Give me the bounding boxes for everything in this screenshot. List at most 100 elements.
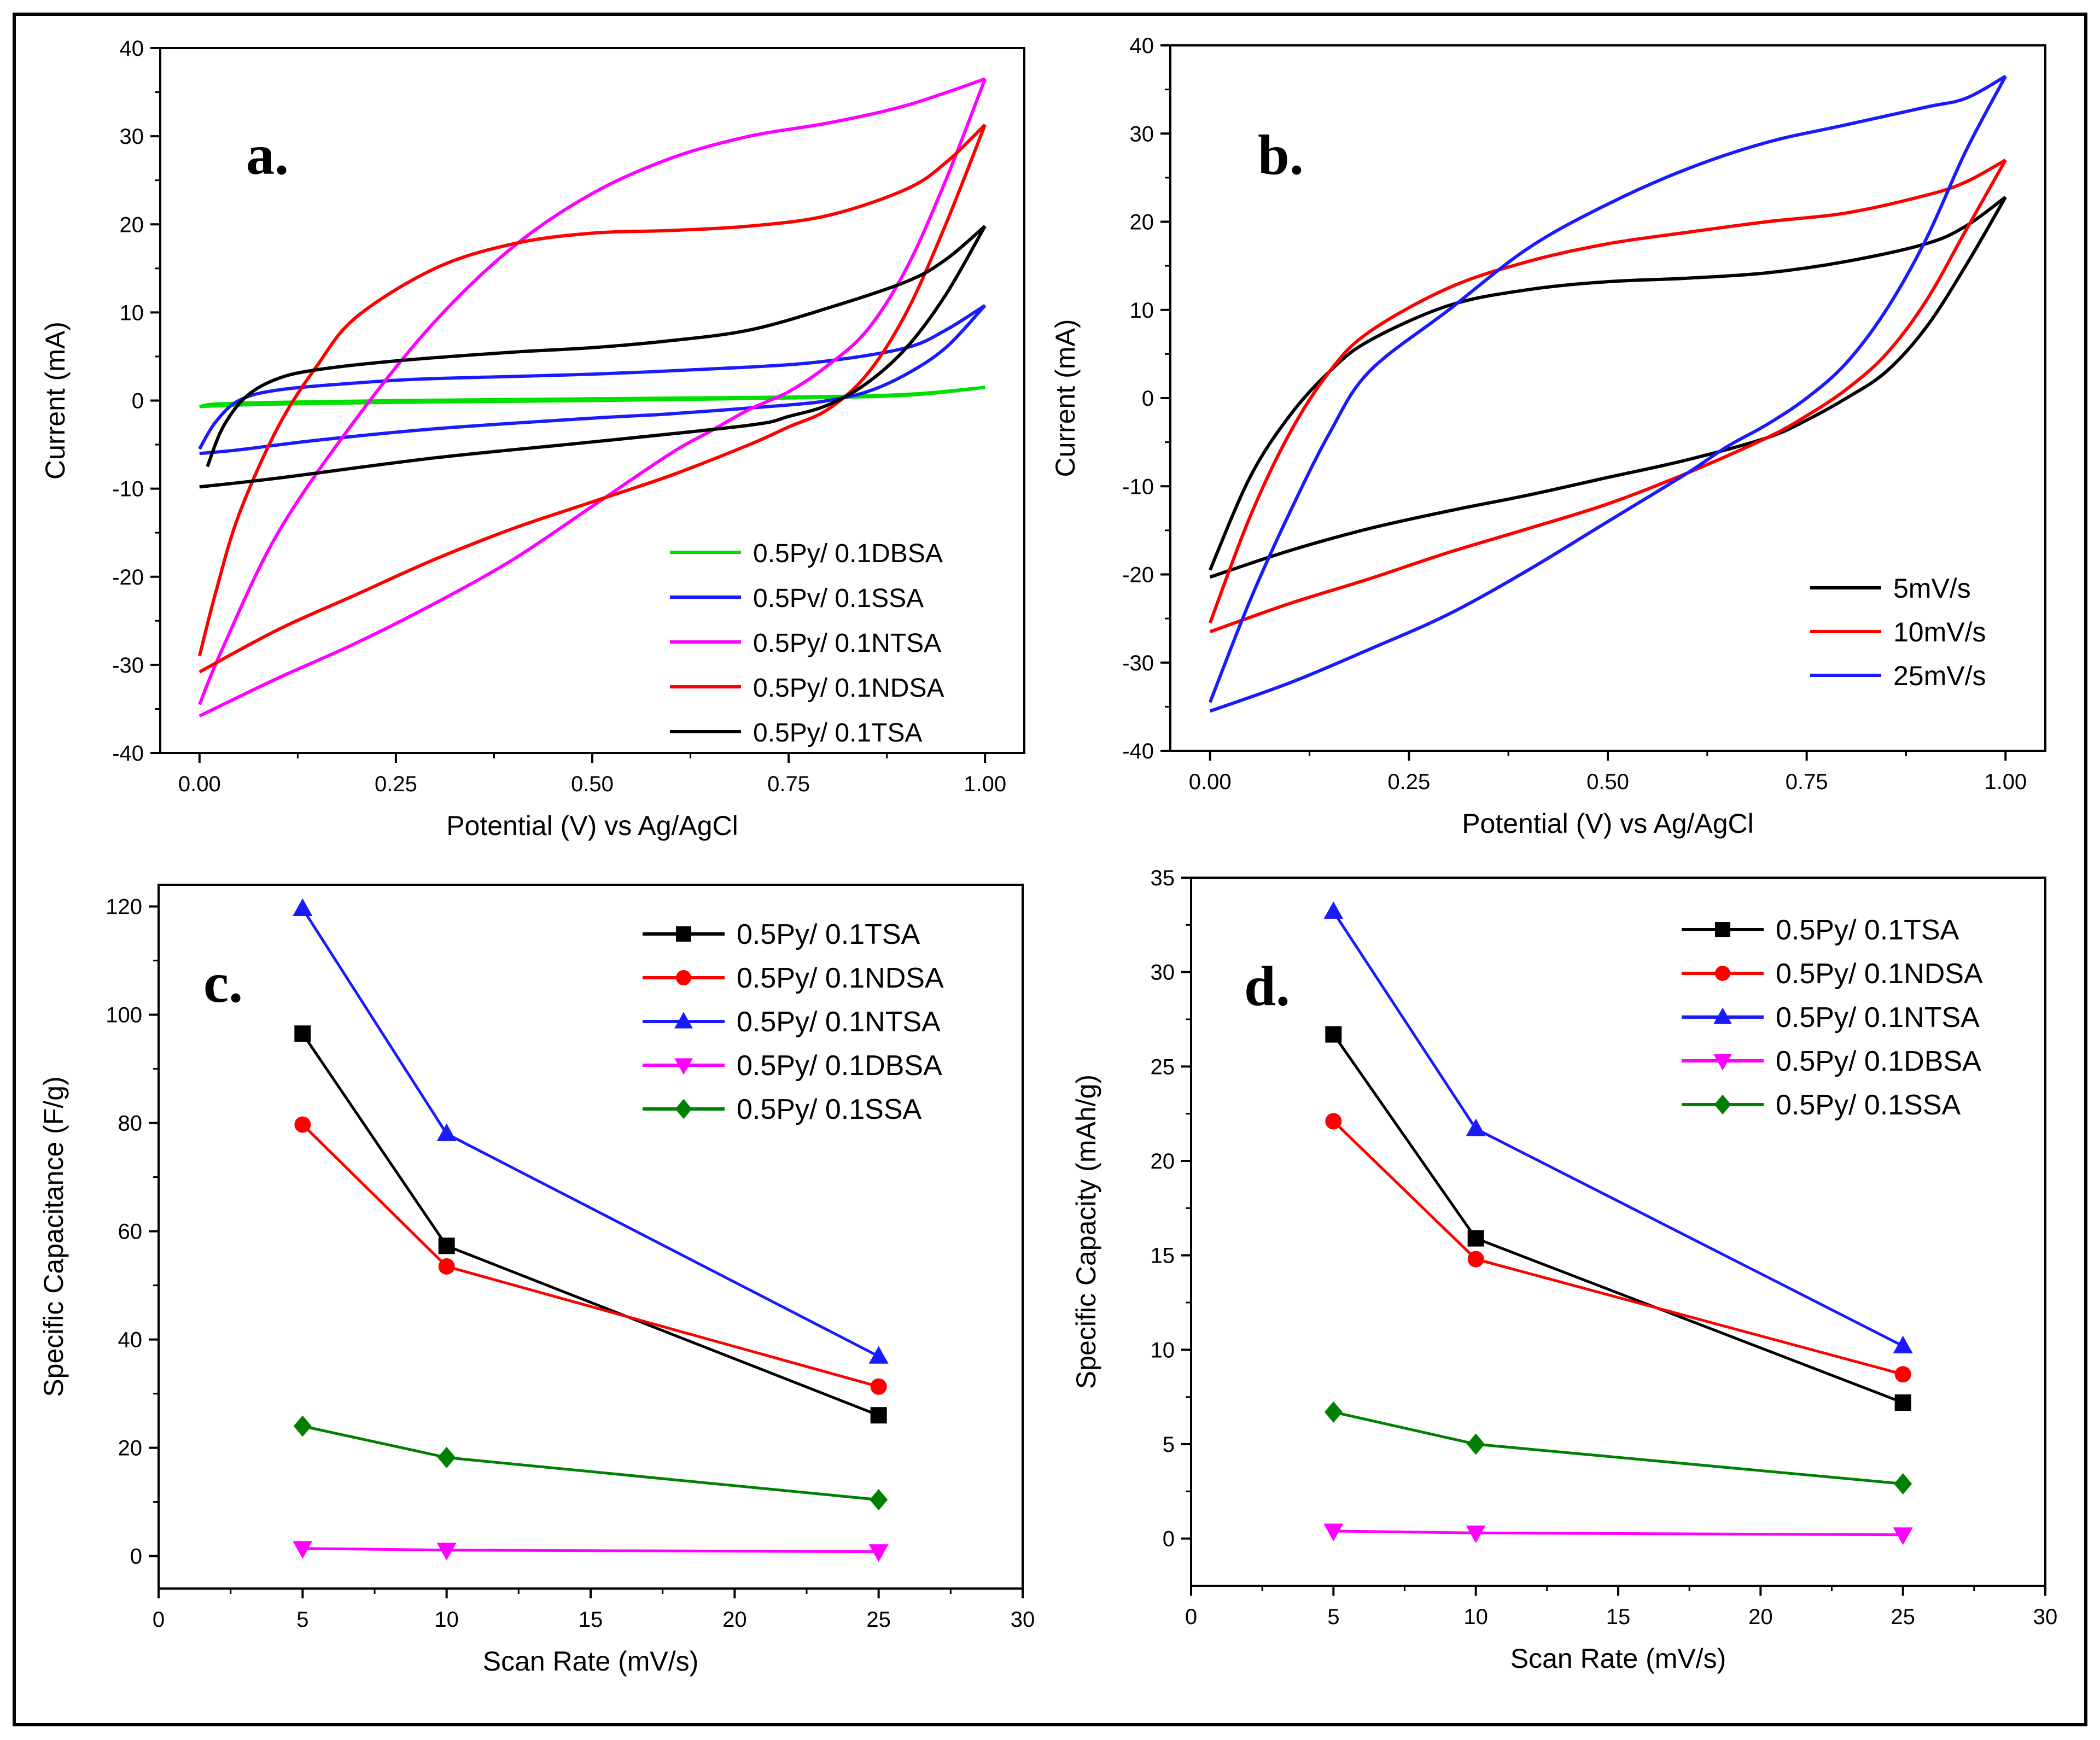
legend-label: 0.5Py/ 0.1NDSA [753,674,944,703]
y-tick-label: 15 [1151,1244,1175,1268]
legend-marker [1715,922,1730,937]
y-tick-label: 80 [118,1112,143,1136]
series-0-5py-0-1ndsa [294,1116,887,1395]
cv-cathodic-branch [199,386,985,408]
y-tick-label: -30 [1122,651,1154,675]
data-point [438,1237,455,1254]
legend-label: 0.5Py/ 0.1DBSA [1776,1046,1981,1077]
x-axis-label: Scan Rate (mV/s) [1510,1643,1726,1674]
legend: 0.5Py/ 0.1DBSA 0.5Pv/ 0.1SSA 0.5Py/ 0.1NTS… [670,539,944,748]
y-tick-label: 35 [1151,866,1175,890]
legend-label: 0.5Py/ 0.1NTSA [1776,1002,1980,1034]
data-point [1466,1118,1486,1136]
y-axis-label: Specific Capacitance (F/g) [38,1076,69,1397]
data-point [870,1378,887,1395]
x-axis-label: Potential (V) vs Ag/AgCl [1462,808,1754,839]
data-point [293,898,313,916]
x-tick-label: 25 [866,1608,891,1632]
x-tick-label: 0.50 [571,772,614,796]
legend-label: 0.5Py/ 0.1NDSA [1776,958,1983,990]
data-point [1894,1366,1911,1383]
legend-marker [676,926,691,942]
cv-anodic-branch [206,225,987,468]
cv-anodic-branch [198,303,986,450]
y-tick-label: 30 [1151,961,1175,985]
panel-letter: d. [1244,955,1290,1018]
y-tick-label: -30 [112,653,144,678]
x-tick-label: 0.75 [767,772,810,796]
data-point [1325,1026,1342,1043]
series-0-5py-0-1tsa [294,1025,887,1424]
legend-marker [1714,1094,1731,1115]
cv-cathodic-branch [1209,159,2007,634]
figure-border [13,13,2087,1726]
legend-label: 0.5Py/ 0.1NTSA [753,629,941,658]
x-tick-label: 15 [1606,1605,1631,1629]
y-tick-label: 10 [120,301,144,325]
data-point [1466,1525,1486,1544]
legend-label: 0.5Pv/ 0.1SSA [753,584,924,613]
panel-c: 0 5 10 15 20 25 30 0 20 40 60 80 100 120 Scan Rate (mV… [38,884,1035,1677]
data-point [1893,1527,1913,1545]
x-tick-label: 5 [1327,1605,1339,1629]
data-point [1467,1230,1484,1247]
legend-label: 0.5Py/ 0.1NTSA [737,1006,941,1038]
y-tick-label: 30 [120,125,144,149]
y-tick-label: 20 [118,1437,143,1461]
x-tick-label: 10 [1463,1605,1488,1629]
y-tick-label: -10 [112,477,144,501]
legend-label: 0.5Py/ 0.1TSA [737,919,920,950]
legend-marker [1715,966,1730,981]
series-0-5py-0-1tsa [1325,1026,1911,1411]
y-tick-label: 100 [106,1003,142,1027]
series-0-5py-0-1ntsa [198,77,987,718]
data-point [868,1544,889,1562]
legend: 0.5Py/ 0.1TSA 0.5Py/ 0.1NDSA 0.5Py/ 0.1NTS… [643,919,944,1125]
x-axis-label: Scan Rate (mV/s) [483,1646,699,1677]
legend-label: 0.5Py/ 0.1DBSA [753,539,943,568]
x-tick-label: 25 [1891,1605,1915,1629]
data-point [438,1446,456,1468]
y-tick-label: 40 [1130,34,1154,58]
y-tick-label: -20 [112,565,144,589]
x-tick-label: 20 [722,1608,747,1632]
panel-d: 0 5 10 15 20 25 30 0 5 10 15 20 25 30 35 Scan Rate (mV/… [1071,866,2057,1674]
cv-cathodic-branch [199,225,987,489]
series-0-5py-0-1ssa [293,1415,888,1511]
data-point [1323,1523,1344,1542]
legend-label: 0.5Py/ 0.1NDSA [737,962,944,994]
cv-anodic-branch [1208,74,2006,703]
cv-anodic-branch [1208,195,2007,571]
cv-cathodic-branch [1209,196,2007,579]
y-tick-label: 0 [1142,387,1154,411]
y-axis-label: Current (mA) [40,322,71,480]
data-point [294,1025,311,1042]
y-tick-label: 10 [1151,1338,1175,1362]
y-tick-label: -20 [1122,563,1154,587]
data-point [1894,1473,1912,1495]
y-tick-label: 20 [1130,211,1154,235]
series-0-5py-0-1dbsa [199,386,985,408]
cv-cathodic-branch [1209,75,2007,713]
y-tick-label: -40 [112,741,144,766]
data-point [1893,1335,1913,1353]
y-tick-label: 5 [1163,1433,1175,1457]
x-tick-label: 0.25 [375,772,417,796]
y-tick-label: 20 [1151,1149,1175,1173]
cv-cathodic-branch [199,304,987,456]
x-tick-label: 1.00 [964,772,1006,796]
y-axis-label: Specific Capacity (mAh/g) [1071,1075,1101,1389]
legend-marker [1713,1054,1732,1071]
cv-anodic-branch [198,77,986,705]
data-point [1323,901,1344,919]
y-tick-label: 25 [1151,1055,1175,1079]
legend-marker [1713,1007,1732,1024]
data-point [870,1489,888,1511]
x-tick-label: 0 [153,1608,165,1632]
panel-a: 0.00 0.25 0.50 0.75 1.00 -40 -30 -20 -10 0 10 20 30 4… [40,37,1025,841]
panel-letter: c. [203,951,243,1014]
data-point [1324,1401,1343,1423]
series-0-5py-0-1ntsa [1323,901,1913,1353]
